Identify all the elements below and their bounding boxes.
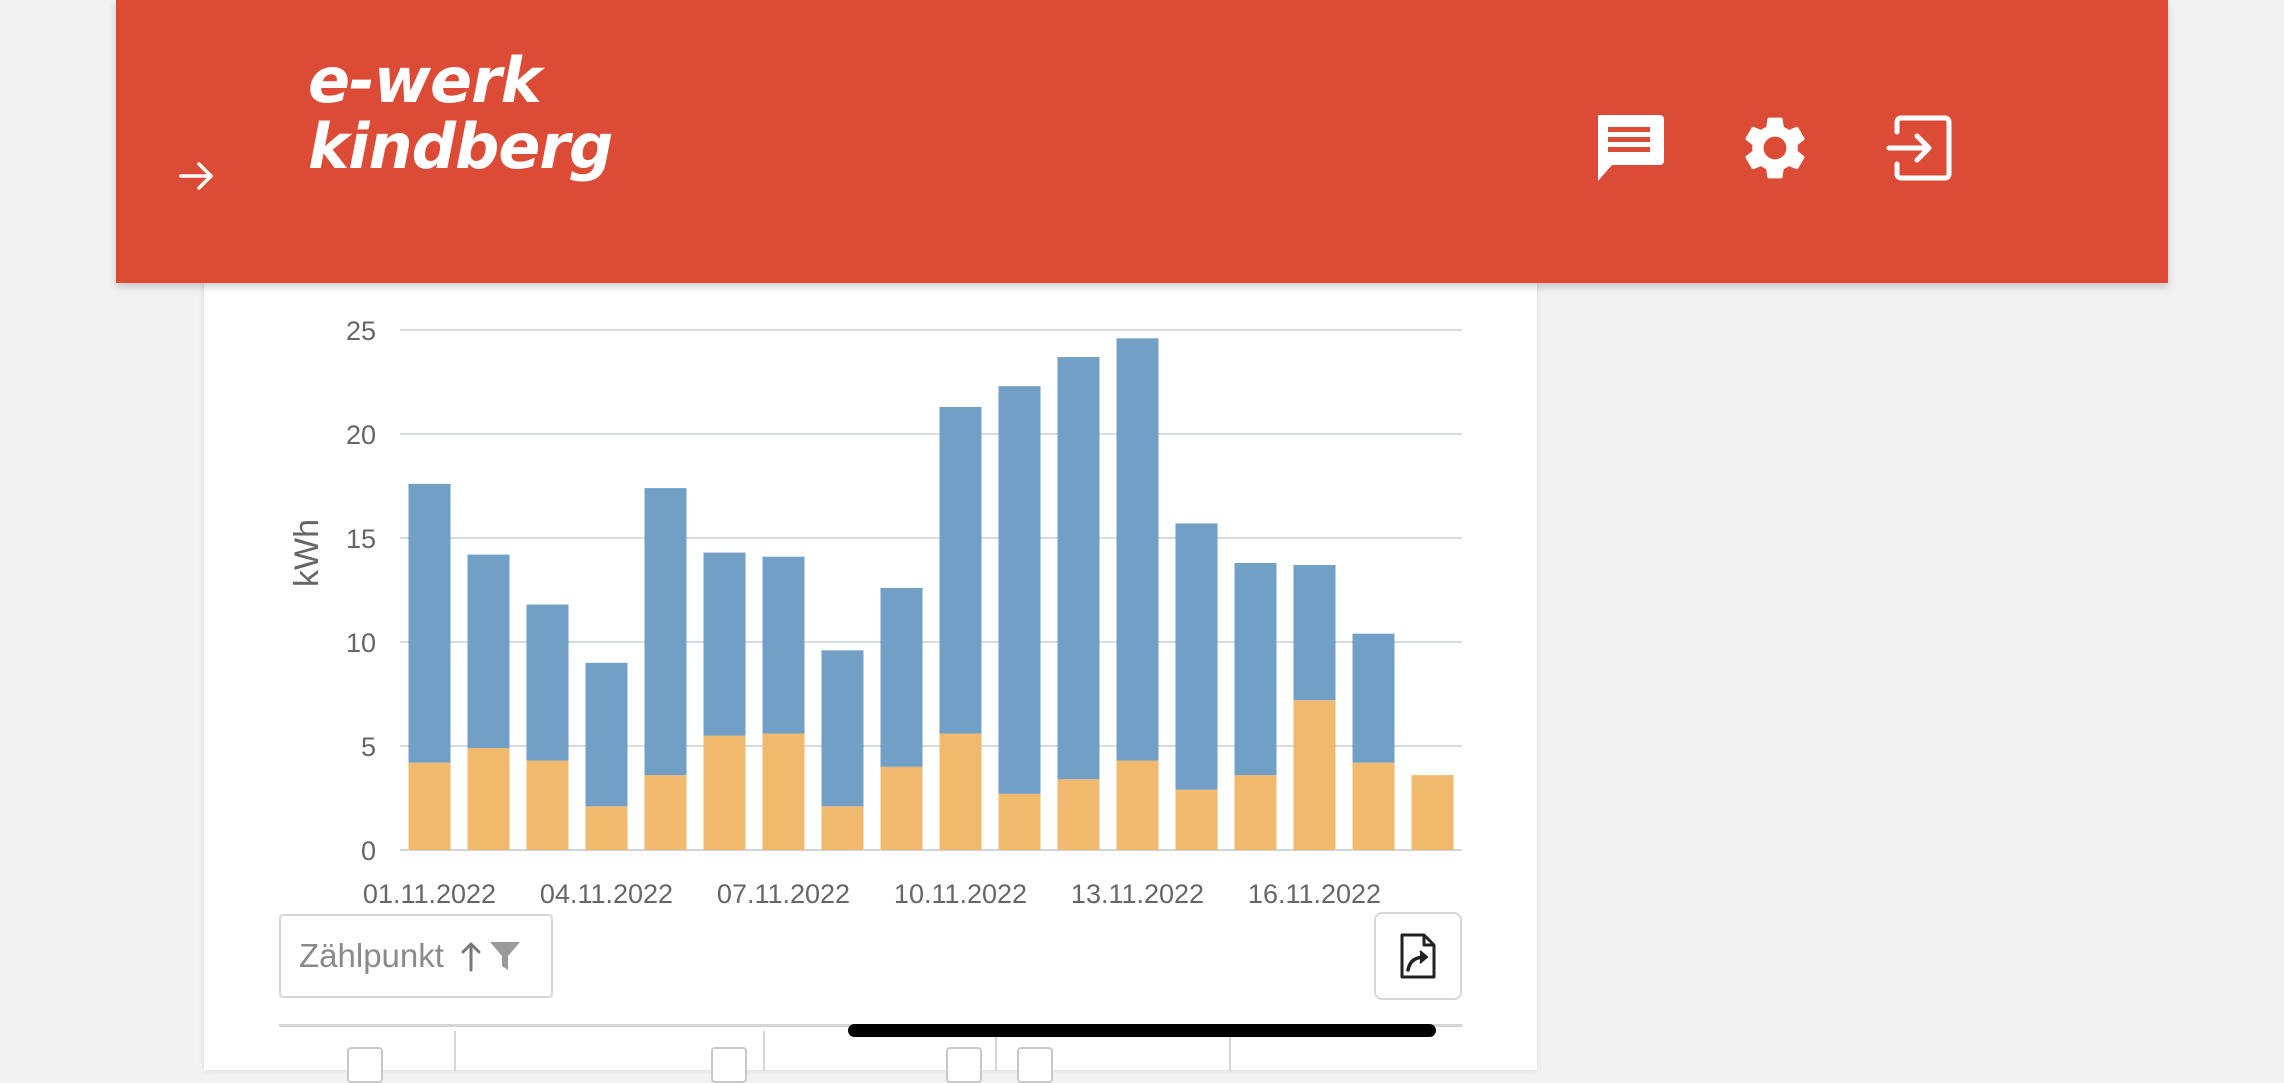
- bar-segment-series-2[interactable]: [467, 554, 510, 749]
- logo-line-2: kindberg: [308, 110, 613, 183]
- x-axis-ticks: 01.11.2022 04.11.2022 07.11.2022 10.11.2022…: [363, 879, 1381, 909]
- logout-button[interactable]: [1881, 108, 1961, 188]
- bar-segment-series-2[interactable]: [998, 386, 1041, 794]
- y-tick-label: 15: [346, 524, 376, 554]
- bar-segment-series-1[interactable]: [1352, 762, 1395, 850]
- column-divider: [454, 1031, 456, 1071]
- bar-segment-series-2[interactable]: [1175, 523, 1218, 790]
- bar-segment-series-2[interactable]: [585, 662, 628, 807]
- sidebar-toggle-button[interactable]: [171, 150, 223, 202]
- bar-segment-series-2[interactable]: [1057, 357, 1100, 780]
- y-tick-label: 20: [346, 420, 376, 450]
- column-checkbox[interactable]: [711, 1047, 747, 1083]
- bar-segment-series-1[interactable]: [585, 806, 628, 850]
- funnel-icon[interactable]: [488, 939, 522, 973]
- y-axis-ticks: 0 5 10 15 20 25: [346, 316, 376, 866]
- bar-segment-series-1[interactable]: [408, 762, 451, 850]
- y-tick-label: 25: [346, 316, 376, 346]
- bar-segment-series-2[interactable]: [1234, 562, 1277, 776]
- x-tick-label: 01.11.2022: [363, 879, 496, 909]
- bar-segment-series-2[interactable]: [526, 604, 569, 761]
- meter-point-filter[interactable]: Zählpunkt: [279, 914, 553, 998]
- arrow-right-icon: [179, 162, 213, 190]
- bar-segment-series-2[interactable]: [644, 488, 687, 776]
- bar-segment-series-2[interactable]: [1116, 338, 1159, 761]
- filter-label: Zählpunkt: [299, 937, 444, 974]
- y-tick-label: 5: [361, 732, 376, 762]
- home-indicator: [848, 1024, 1436, 1037]
- export-button[interactable]: [1374, 912, 1462, 1000]
- column-checkbox[interactable]: [946, 1047, 982, 1083]
- chart-gridlines: [400, 329, 1462, 851]
- bar-segment-series-2[interactable]: [703, 552, 746, 736]
- bar-segment-series-1[interactable]: [998, 793, 1041, 850]
- y-axis-label: kWh: [288, 519, 326, 587]
- file-export-icon: [1400, 933, 1436, 979]
- select-all-checkbox[interactable]: [347, 1047, 383, 1083]
- x-tick-label: 04.11.2022: [540, 879, 673, 909]
- bar-segment-series-1[interactable]: [1293, 700, 1336, 850]
- column-divider: [1229, 1031, 1231, 1071]
- y-tick-label: 0: [361, 836, 376, 866]
- y-tick-label: 10: [346, 628, 376, 658]
- bar-segment-series-1[interactable]: [762, 733, 805, 850]
- x-tick-label: 07.11.2022: [717, 879, 850, 909]
- bar-segment-series-1[interactable]: [1234, 775, 1277, 850]
- gear-icon: [1745, 117, 1805, 179]
- bar-segment-series-1[interactable]: [526, 760, 569, 850]
- arrow-up-icon[interactable]: [460, 940, 482, 972]
- bar-segment-series-1[interactable]: [644, 775, 687, 850]
- bar-segment-series-1[interactable]: [703, 735, 746, 850]
- bar-segment-series-2[interactable]: [762, 556, 805, 734]
- consumption-chart: 0 5 10 15 20 25 01.11.2022 04.11.2022 07.11.202…: [288, 316, 1462, 909]
- bar-segment-series-1[interactable]: [1411, 775, 1454, 850]
- bar-segment-series-2[interactable]: [1352, 633, 1395, 763]
- chart-bars: [408, 338, 1454, 850]
- bar-segment-series-2[interactable]: [821, 650, 864, 807]
- bar-segment-series-1[interactable]: [1057, 779, 1100, 850]
- brand-logo: e-werk kindberg: [308, 44, 613, 183]
- messages-button[interactable]: [1589, 108, 1669, 188]
- bar-segment-series-1[interactable]: [1175, 789, 1218, 850]
- bar-segment-series-1[interactable]: [939, 733, 982, 850]
- x-tick-label: 10.11.2022: [894, 879, 1027, 909]
- chat-icon: [1598, 115, 1664, 181]
- bar-segment-series-2[interactable]: [939, 406, 982, 734]
- logout-icon: [1886, 115, 1952, 181]
- bar-segment-series-1[interactable]: [467, 748, 510, 850]
- column-divider: [995, 1031, 997, 1071]
- logo-line-1: e-werk: [308, 44, 542, 117]
- column-checkbox[interactable]: [1017, 1047, 1053, 1083]
- settings-button[interactable]: [1735, 108, 1815, 188]
- app-header: e-werk kindberg: [116, 0, 2168, 283]
- bar-segment-series-2[interactable]: [1293, 565, 1336, 701]
- bar-segment-series-1[interactable]: [821, 806, 864, 850]
- bar-segment-series-2[interactable]: [880, 587, 923, 767]
- column-divider: [763, 1031, 765, 1071]
- x-tick-label: 16.11.2022: [1248, 879, 1381, 909]
- bar-segment-series-1[interactable]: [880, 766, 923, 850]
- bar-segment-series-1[interactable]: [1116, 760, 1159, 850]
- x-tick-label: 13.11.2022: [1071, 879, 1204, 909]
- bar-segment-series-2[interactable]: [408, 483, 451, 763]
